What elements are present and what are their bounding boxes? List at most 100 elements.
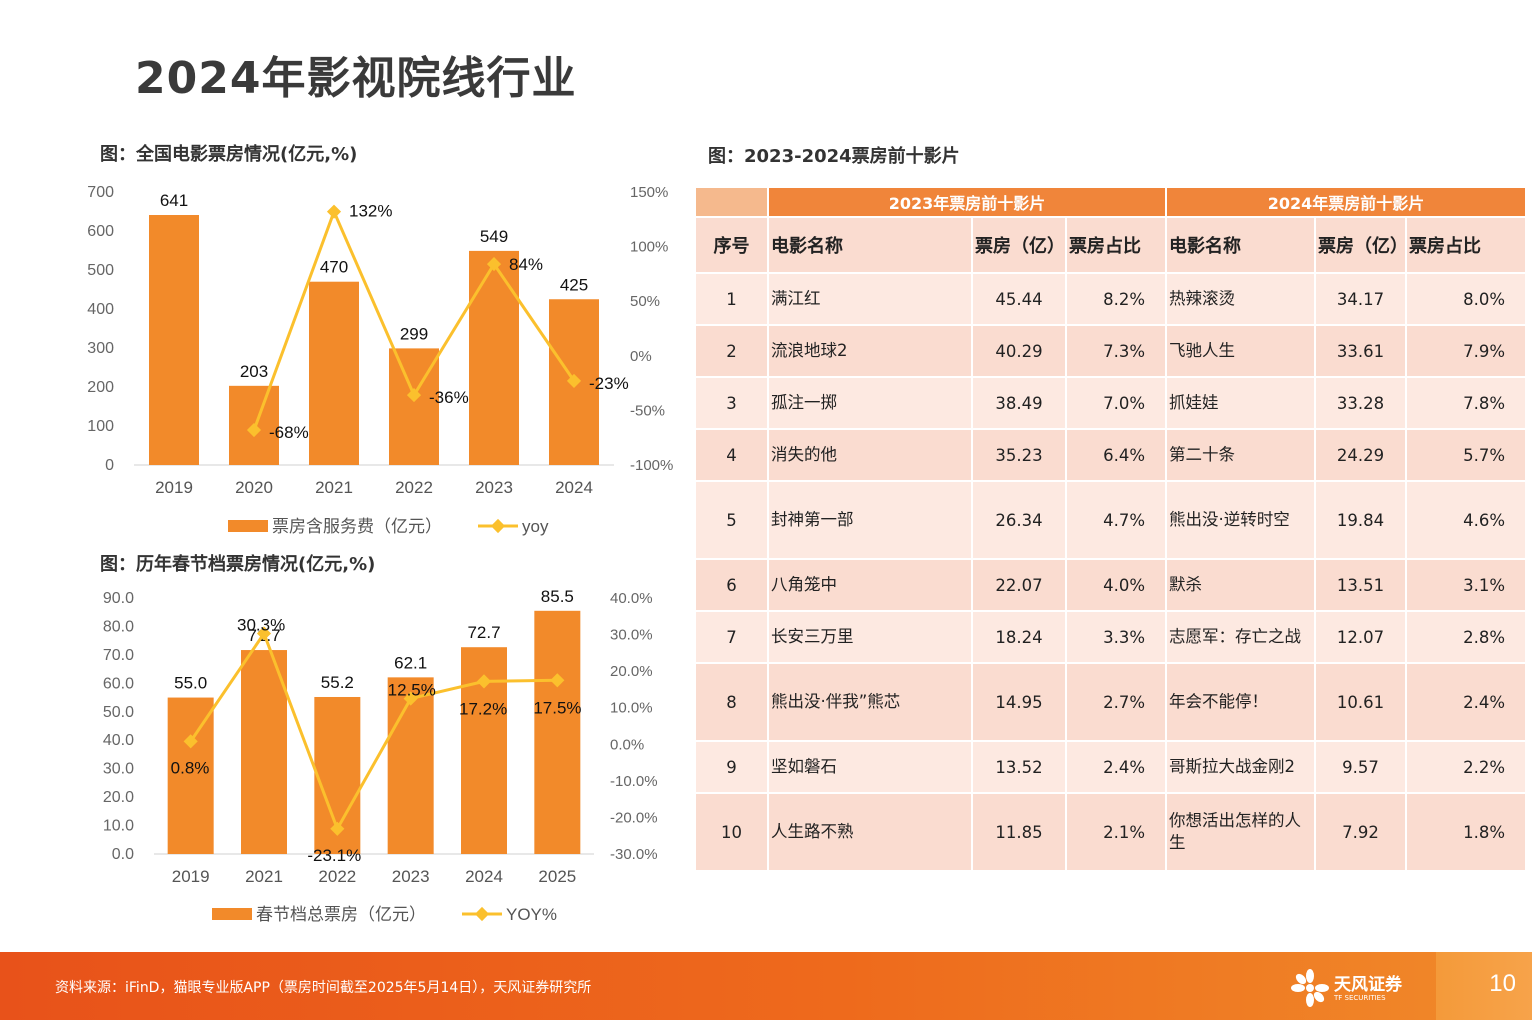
table-row: 4 消失的他 35.23 6.4% 第二十条 24.29 5.7% bbox=[694, 428, 1528, 482]
bar bbox=[149, 215, 199, 465]
y2-tick-label: 30.0% bbox=[610, 627, 653, 644]
bar-value-label: 85.5 bbox=[541, 587, 574, 606]
share-2024-cell: 7.9% bbox=[1405, 324, 1528, 378]
gross-2024-cell: 9.57 bbox=[1314, 740, 1408, 794]
share-2023-cell: 7.0% bbox=[1064, 376, 1168, 430]
y2-tick-label: 10.0% bbox=[610, 700, 653, 717]
y-tick-label: 40.0 bbox=[103, 732, 134, 749]
x-tick-label: 2024 bbox=[465, 867, 503, 886]
legend-line-label: YOY% bbox=[506, 905, 557, 924]
yoy-marker bbox=[326, 204, 342, 219]
rank-cell: 4 bbox=[694, 428, 769, 482]
bar-value-label: 55.0 bbox=[174, 674, 207, 693]
bar-value-label: 425 bbox=[560, 275, 588, 294]
yoy-value-label: 17.5% bbox=[533, 698, 581, 717]
share-2023-cell: 4.0% bbox=[1064, 558, 1168, 612]
yoy-marker bbox=[476, 674, 492, 689]
legend-bar-label: 票房含服务费（亿元） bbox=[272, 517, 442, 536]
group-header-2024: 2024年票房前十影片 bbox=[1165, 186, 1528, 218]
col-header-rank: 序号 bbox=[694, 216, 769, 274]
gross-2023-cell: 40.29 bbox=[971, 324, 1067, 378]
yoy-line bbox=[189, 630, 558, 833]
col-header-gross-2024: 票房（亿） bbox=[1314, 216, 1408, 274]
film-2024-cell: 默杀 bbox=[1165, 558, 1317, 612]
bar bbox=[387, 677, 434, 854]
legend-line-marker bbox=[490, 518, 506, 534]
y-tick-label: 100 bbox=[87, 418, 114, 435]
yoy-value-label: -68% bbox=[269, 423, 309, 442]
y-tick-label: 300 bbox=[87, 340, 114, 357]
top-ten-films-table: 2023年票房前十影片 2024年票房前十影片 序号 电影名称 票房（亿） 票房… bbox=[694, 186, 1528, 872]
share-2023-cell: 8.2% bbox=[1064, 272, 1168, 326]
film-2023-cell: 孤注一掷 bbox=[767, 376, 973, 430]
yoy-value-label: 132% bbox=[349, 202, 392, 221]
logo-text: 天风证券 bbox=[1334, 975, 1402, 995]
x-tick-label: 2019 bbox=[155, 478, 193, 497]
gross-2023-cell: 45.44 bbox=[971, 272, 1067, 326]
gross-2024-cell: 19.84 bbox=[1314, 480, 1408, 560]
gross-2024-cell: 10.61 bbox=[1314, 662, 1408, 742]
x-tick-label: 2025 bbox=[538, 867, 576, 886]
x-tick-label: 2022 bbox=[318, 867, 356, 886]
yoy-value-label: 0.8% bbox=[171, 758, 210, 777]
yoy-marker bbox=[403, 691, 418, 706]
bar-value-label: 62.1 bbox=[394, 653, 427, 672]
share-2024-cell: 1.8% bbox=[1405, 792, 1528, 872]
share-2023-cell: 2.7% bbox=[1064, 662, 1168, 742]
page-title: 2024年影视院线行业 bbox=[135, 53, 577, 104]
y-tick-label: 50.0 bbox=[103, 704, 134, 721]
yoy-marker bbox=[566, 373, 582, 388]
film-2023-cell: 流浪地球2 bbox=[767, 324, 973, 378]
table-row: 3 孤注一掷 38.49 7.0% 抓娃娃 33.28 7.8% bbox=[694, 376, 1528, 430]
bar bbox=[469, 250, 519, 465]
rank-cell: 5 bbox=[694, 480, 769, 560]
rank-cell: 10 bbox=[694, 792, 769, 872]
gross-2023-cell: 13.52 bbox=[971, 740, 1067, 794]
spring-festival-chart: 0.0 10.0 20.0 30.0 40.0 50.0 60.0 70.0 80.0 90.0 -… bbox=[103, 587, 658, 924]
page-number-box: 10 bbox=[1436, 952, 1532, 1020]
y-tick-label: 80.0 bbox=[103, 618, 134, 635]
share-2024-cell: 7.8% bbox=[1405, 376, 1528, 430]
yoy-marker bbox=[406, 388, 422, 403]
share-2024-cell: 3.1% bbox=[1405, 558, 1528, 612]
yoy-marker bbox=[246, 422, 262, 438]
gross-2023-cell: 14.95 bbox=[971, 662, 1067, 742]
y-tick-label: 60.0 bbox=[103, 675, 134, 692]
bar-value-label: 55.2 bbox=[321, 673, 354, 692]
film-2023-cell: 长安三万里 bbox=[767, 610, 973, 664]
rank-cell: 8 bbox=[694, 662, 769, 742]
legend-bar-label: 春节档总票房（亿元） bbox=[256, 905, 426, 924]
film-2024-cell: 熊出没·逆转时空 bbox=[1165, 480, 1317, 560]
rank-cell: 1 bbox=[694, 272, 769, 326]
bar-value-label: 299 bbox=[400, 324, 428, 343]
x-tick-label: 2021 bbox=[245, 867, 283, 886]
rank-cell: 7 bbox=[694, 610, 769, 664]
bar-value-label: 203 bbox=[240, 362, 268, 381]
x-tick-label: 2023 bbox=[392, 867, 430, 886]
share-2024-cell: 2.2% bbox=[1405, 740, 1528, 794]
y-tick-label: 20.0 bbox=[103, 789, 134, 806]
rank-cell: 6 bbox=[694, 558, 769, 612]
col-header-share-2023: 票房占比 bbox=[1064, 216, 1168, 274]
group-header-2023: 2023年票房前十影片 bbox=[766, 186, 1168, 218]
y-tick-label: 700 bbox=[87, 184, 114, 201]
table-row: 2 流浪地球2 40.29 7.3% 飞驰人生 33.61 7.9% bbox=[694, 324, 1528, 378]
legend-line-marker bbox=[474, 906, 490, 922]
gross-2024-cell: 33.28 bbox=[1314, 376, 1408, 430]
gross-2024-cell: 13.51 bbox=[1314, 558, 1408, 612]
y-tick-label: 0.0 bbox=[112, 846, 134, 863]
film-2023-cell: 满江红 bbox=[767, 272, 973, 326]
flower-logo-icon bbox=[1291, 969, 1329, 1007]
gross-2024-cell: 24.29 bbox=[1314, 428, 1408, 482]
x-tick-label: 2022 bbox=[395, 478, 433, 497]
yoy-marker bbox=[330, 821, 345, 836]
gross-2023-cell: 18.24 bbox=[971, 610, 1067, 664]
share-2024-cell: 2.4% bbox=[1405, 662, 1528, 742]
bar bbox=[241, 650, 287, 854]
bar-value-label: 641 bbox=[160, 191, 188, 210]
rank-cell: 9 bbox=[694, 740, 769, 794]
x-tick-label: 2024 bbox=[555, 478, 593, 497]
y2-tick-label: -100% bbox=[630, 457, 673, 474]
bar bbox=[534, 610, 581, 854]
film-2023-cell: 人生路不熟 bbox=[767, 792, 973, 872]
